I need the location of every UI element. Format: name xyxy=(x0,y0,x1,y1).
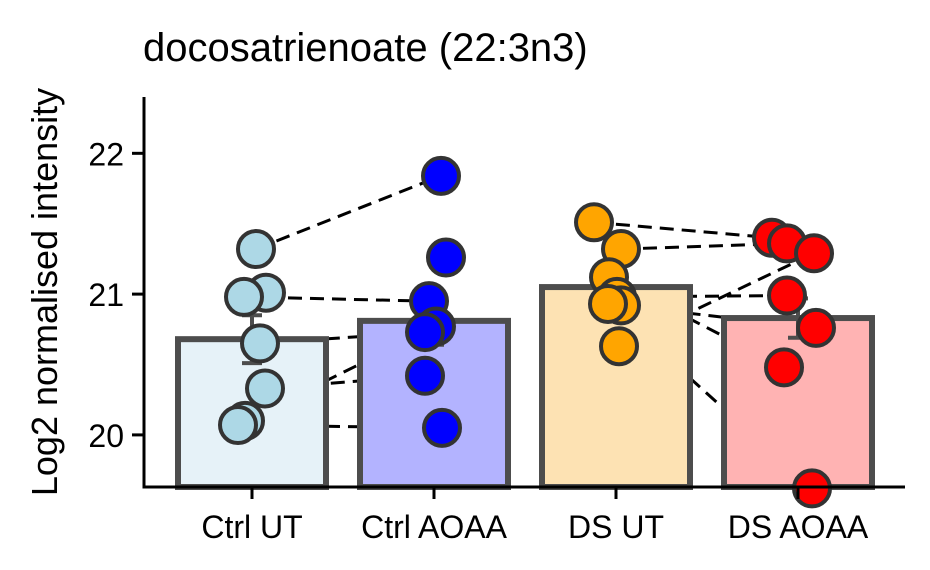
x-tick-label: Ctrl AOAA xyxy=(361,509,507,545)
data-point xyxy=(240,323,280,364)
data-point xyxy=(245,368,285,409)
data-point xyxy=(224,276,264,317)
data-point xyxy=(422,407,462,448)
data-point xyxy=(421,155,461,196)
data-point xyxy=(405,312,445,353)
paired-line xyxy=(255,174,442,251)
data-points xyxy=(218,155,836,509)
y-tick-label: 22 xyxy=(88,136,124,172)
x-tick-label: Ctrl UT xyxy=(201,509,302,545)
y-tick-label: 21 xyxy=(88,277,124,313)
data-point xyxy=(767,275,807,316)
data-point xyxy=(599,326,639,367)
data-point xyxy=(794,233,834,274)
data-point xyxy=(796,307,836,348)
data-point xyxy=(405,355,445,396)
data-point xyxy=(218,405,258,446)
bar-ds-aoaa xyxy=(721,315,875,490)
x-tick-label: DS AOAA xyxy=(728,509,869,545)
chart-title: docosatrienoate (22:3n3) xyxy=(143,26,588,70)
paired-line xyxy=(618,251,815,348)
y-axis-label: Log2 normalised intensity xyxy=(24,88,65,496)
data-point xyxy=(764,347,804,388)
data-point xyxy=(588,283,628,324)
axes: 20 21 22 Ctrl UT Ctrl AOAA DS UT DS AOAA xyxy=(88,97,905,545)
data-point xyxy=(574,202,614,243)
x-tick-label: DS UT xyxy=(568,509,664,545)
paired-line xyxy=(593,220,773,240)
y-tick-label: 20 xyxy=(88,418,124,454)
data-point xyxy=(236,229,276,270)
data-point xyxy=(426,237,466,278)
